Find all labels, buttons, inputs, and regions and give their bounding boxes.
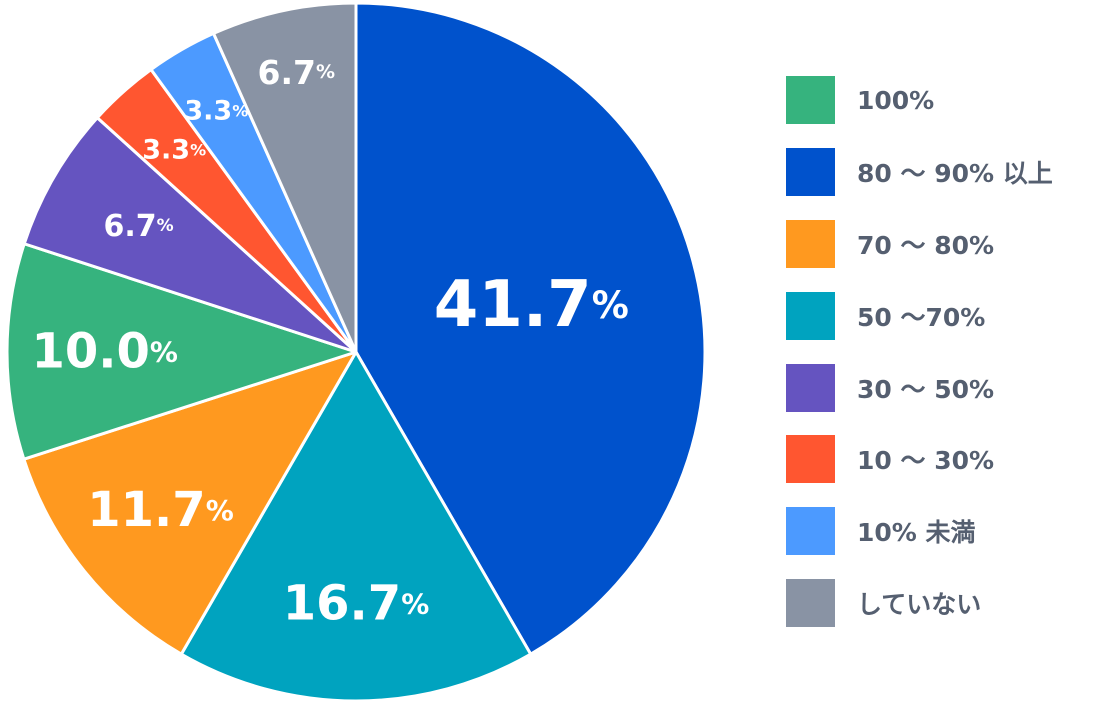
slice-value-label: 3.3% [142,134,206,165]
legend-label: 100% [857,85,935,115]
legend-label: 10 ～ 30% [857,446,995,476]
legend-swatch [786,291,835,340]
legend-swatch [786,76,835,124]
pie-slice [212,1,358,354]
legend-item: 100% [786,76,1053,124]
pie-slice [22,116,358,354]
legend-item: 50 ～70% [786,291,1053,340]
legend-swatch [786,147,835,196]
slice-value-label: 16.7% [283,575,430,631]
slice-value-label: 6.7% [258,53,336,92]
slice-value-label: 11.7% [87,482,234,538]
legend-swatch [786,579,835,628]
legend-item: 10 ～ 30% [786,435,1053,484]
legend-item: 70 ～ 80% [786,219,1053,268]
slice-value-label: 6.7% [103,208,173,243]
chart-legend: 100% 80 ～ 90% 以上 70 ～ 80% 50 ～70% 30 ～ 50% 10… [786,76,1053,651]
legend-swatch [786,507,835,556]
legend-item: していない [786,579,1053,628]
legend-item: 80 ～ 90% 以上 [786,147,1053,196]
pie-slice [22,350,358,656]
slice-labels: 41.7% 16.7% 11.7% 10.0% 6.7% 3.3% 3.3% 6.7% [31,53,628,632]
slice-value-label: 3.3% [184,95,248,126]
legend-label: 10% 未満 [857,518,976,548]
legend-label: 70 ～ 80% [857,230,995,260]
legend-item: 30 ～ 50% [786,363,1053,412]
legend-label: 30 ～ 50% [857,374,995,404]
slice-value-label: 10.0% [31,324,178,380]
legend-label: 80 ～ 90% 以上 [857,158,1053,188]
legend-swatch [786,363,835,412]
pie-slice [354,1,707,656]
legend-label: 50 ～70% [857,302,986,332]
pie-slices [5,1,707,703]
pie-slice [179,350,533,703]
pie-slice [5,242,358,461]
legend-item: 10% 未満 [786,507,1053,556]
legend-swatch [786,219,835,268]
legend-swatch [786,435,835,484]
slice-value-label: 41.7% [434,268,629,342]
legend-label: していない [857,590,982,620]
